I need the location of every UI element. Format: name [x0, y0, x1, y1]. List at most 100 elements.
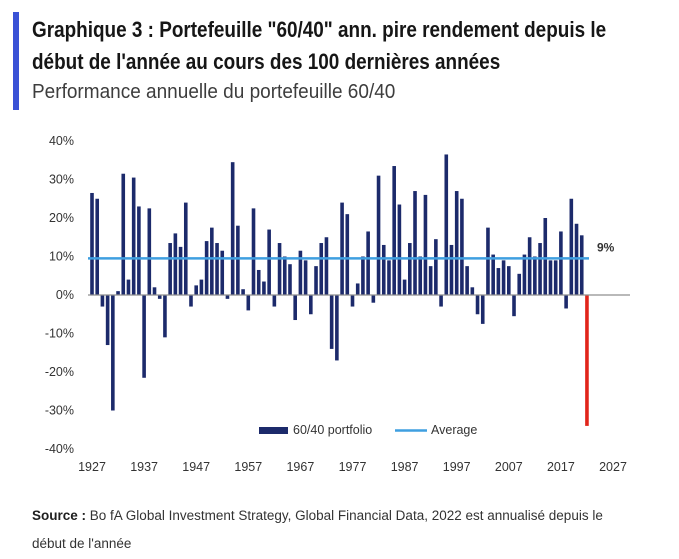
bar-1945	[183, 202, 188, 295]
bar-1978	[355, 283, 360, 295]
bar-1965	[288, 264, 292, 295]
source-text-1: Bo fA Global Investment Strategy, Global…	[89, 508, 603, 523]
average-value-label: 9%	[597, 240, 615, 254]
bar-1999	[465, 266, 469, 296]
bar-2021	[579, 235, 584, 295]
bar-1984	[387, 260, 391, 295]
bar-1993	[434, 239, 438, 295]
bar-2005	[496, 268, 501, 295]
source-note: Source : Bo fA Global Investment Strateg…	[32, 502, 672, 558]
y-tick-label: 20%	[49, 211, 74, 225]
bar-2010	[522, 254, 527, 295]
bar-1935	[131, 177, 136, 295]
bar-2008	[512, 295, 516, 317]
bar-2018	[564, 295, 568, 309]
bar-1929	[100, 295, 105, 307]
bar-1997	[454, 191, 459, 295]
x-tick-label: 1927	[78, 460, 106, 474]
bar-1972	[324, 237, 329, 295]
bar-1981	[371, 295, 376, 303]
bar-1995	[444, 154, 449, 295]
bar-1989	[413, 191, 417, 295]
bar-1927	[90, 192, 94, 295]
chart-title-line-1: Graphique 3 : Portefeuille "60/40" ann. …	[32, 14, 632, 46]
bar-1956	[241, 289, 245, 295]
legend-swatch-portfolio	[259, 427, 288, 434]
chart-title-line-2: début de l'année au cours des 100 derniè…	[32, 46, 632, 78]
bar-1968	[303, 260, 308, 295]
bars	[90, 154, 589, 426]
bar-2015	[548, 260, 553, 295]
x-tick-label: 2027	[599, 460, 627, 474]
x-tick-label: 1957	[234, 460, 262, 474]
legend: 60/40 portfolio Average	[259, 423, 477, 437]
bar-2022-highlight	[585, 295, 589, 426]
source-label: Source :	[32, 508, 87, 523]
bar-1970	[314, 266, 318, 296]
x-tick-label: 1977	[339, 460, 367, 474]
chart-title-text-1: Graphique 3 : Portefeuille "60/40" ann. …	[32, 17, 607, 42]
source-note-line-1: Source : Bo fA Global Investment Strateg…	[32, 502, 672, 530]
bar-1949	[204, 241, 209, 295]
bar-1928	[95, 198, 100, 295]
bar-1943	[173, 233, 178, 295]
title-accent-bar	[13, 12, 19, 110]
source-text-2: début de l'année	[32, 536, 132, 551]
chart-title-text-2: début de l'année au cours des 100 derniè…	[32, 49, 501, 74]
bar-2016	[553, 260, 558, 295]
bar-1980	[366, 231, 370, 295]
y-tick-label: 30%	[49, 173, 74, 187]
bar-2003	[486, 227, 490, 296]
bar-2006	[501, 260, 506, 295]
bar-1960	[262, 281, 266, 295]
chart-title: Graphique 3 : Portefeuille "60/40" ann. …	[32, 14, 632, 78]
bar-1976	[345, 214, 350, 295]
bar-1950	[210, 227, 214, 296]
bar-2011	[527, 237, 532, 295]
bar-1931	[111, 295, 115, 411]
bar-1982	[376, 175, 381, 295]
bar-1986	[397, 204, 402, 295]
bar-1938	[147, 208, 152, 296]
bar-2004	[491, 254, 495, 295]
chart-subtitle-text: Performance annuelle du portefeuille 60/…	[32, 81, 396, 103]
x-tick-label: 1947	[182, 460, 210, 474]
bar-2019	[569, 198, 574, 295]
bar-1940	[157, 295, 162, 299]
bar-1994	[439, 295, 443, 307]
bar-1971	[319, 243, 324, 296]
bar-1957	[246, 295, 251, 311]
bar-2017	[559, 231, 563, 295]
bar-1990	[418, 256, 423, 295]
bar-1953	[225, 295, 230, 299]
bar-1930	[105, 295, 110, 346]
bar-1932	[116, 291, 120, 295]
source-note-line-2: début de l'année	[32, 530, 672, 558]
x-tick-label: 1997	[443, 460, 471, 474]
y-tick-label: 10%	[49, 250, 74, 264]
legend-label-average: Average	[431, 423, 477, 437]
bar-1987	[402, 279, 407, 295]
x-tick-label: 1967	[286, 460, 314, 474]
bar-1946	[189, 295, 193, 307]
bar-1942	[168, 243, 172, 296]
y-tick-label: -40%	[45, 442, 74, 456]
bar-2002	[480, 295, 485, 324]
bar-1947	[194, 285, 198, 296]
y-tick-label: -20%	[45, 365, 74, 379]
bar-1951	[215, 243, 219, 296]
bar-1967	[298, 250, 303, 295]
bar-1937	[142, 295, 146, 378]
bar-1966	[293, 295, 297, 321]
chart-subtitle: Performance annuelle du portefeuille 60/…	[32, 80, 632, 104]
bar-2009	[517, 273, 522, 295]
y-tick-label: -10%	[45, 327, 74, 341]
bar-1959	[256, 269, 261, 295]
bar-1964	[282, 256, 287, 295]
bar-1941	[163, 295, 167, 338]
bar-1934	[126, 279, 131, 295]
bar-1963	[277, 243, 282, 296]
bar-2001	[475, 295, 480, 315]
y-axis-labels: 40% 30% 20% 10% 0% -10% -20% -30% -40%	[45, 134, 74, 456]
bar-1991	[423, 194, 428, 295]
